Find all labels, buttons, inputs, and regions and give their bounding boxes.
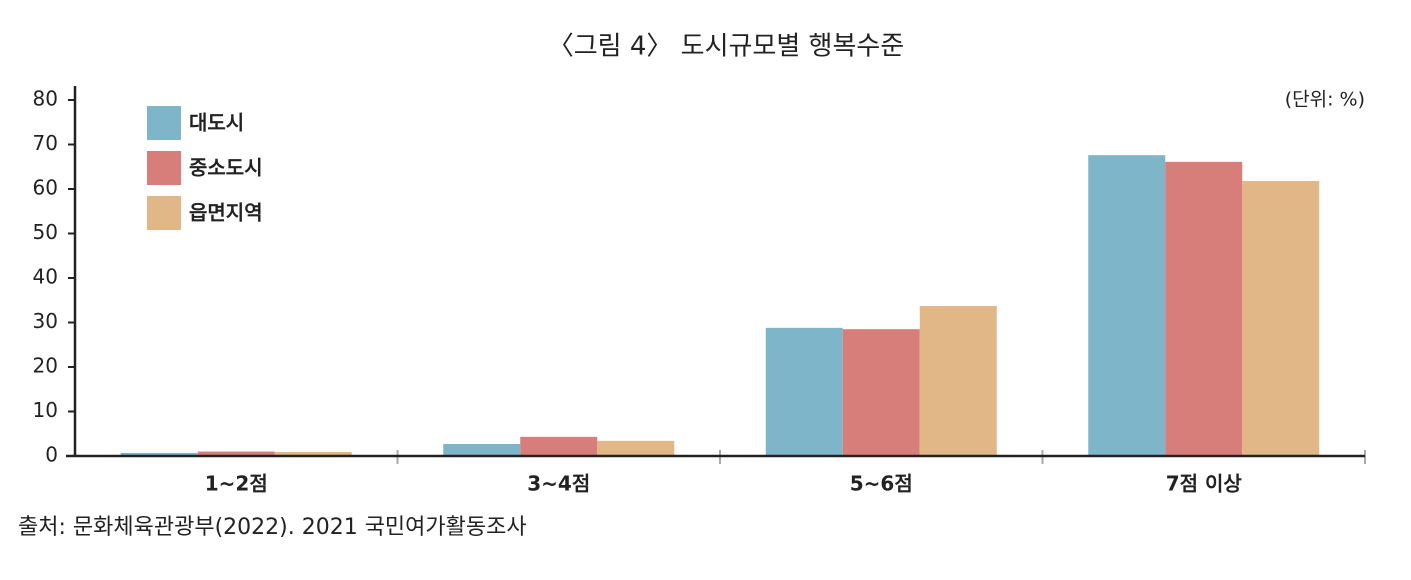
y-tick-label: 60 bbox=[33, 176, 58, 200]
unit-label: (단위: %) bbox=[1285, 89, 1365, 111]
y-tick-label: 80 bbox=[33, 87, 58, 111]
y-tick-label: 50 bbox=[33, 220, 58, 244]
x-tick-label: 3~4점 bbox=[527, 472, 590, 496]
bar bbox=[520, 436, 598, 456]
y-tick-label: 20 bbox=[33, 354, 58, 378]
bar bbox=[597, 440, 675, 456]
y-tick-label: 70 bbox=[33, 131, 58, 155]
y-tick-label: 40 bbox=[33, 265, 58, 289]
bar bbox=[197, 451, 275, 456]
bar bbox=[274, 451, 352, 456]
bar bbox=[919, 306, 997, 456]
legend-label: 대도시 bbox=[189, 111, 244, 135]
x-tick-label: 1~2점 bbox=[205, 472, 268, 496]
legend-swatch bbox=[147, 151, 181, 185]
bar bbox=[443, 443, 521, 456]
legend-label: 읍면지역 bbox=[189, 201, 263, 225]
y-tick-label: 30 bbox=[33, 309, 58, 333]
chart-title: 〈그림 4〉 도시규모별 행복수준 bbox=[548, 32, 904, 62]
legend-swatch bbox=[147, 196, 181, 230]
bar bbox=[842, 329, 920, 456]
bar bbox=[120, 452, 198, 456]
source-note: 출처: 문화체육관광부(2022). 2021 국민여가활동조사 bbox=[18, 515, 527, 540]
y-tick-label: 0 bbox=[45, 443, 58, 467]
legend-label: 중소도시 bbox=[189, 156, 263, 180]
bar bbox=[1165, 161, 1243, 457]
y-tick-label: 10 bbox=[33, 398, 58, 422]
x-tick-label: 5~6점 bbox=[850, 472, 913, 496]
x-tick-label: 7점 이상 bbox=[1166, 472, 1243, 496]
bar bbox=[1242, 180, 1320, 457]
legend-swatch bbox=[147, 106, 181, 140]
bar bbox=[1088, 155, 1166, 456]
bar bbox=[765, 327, 843, 456]
